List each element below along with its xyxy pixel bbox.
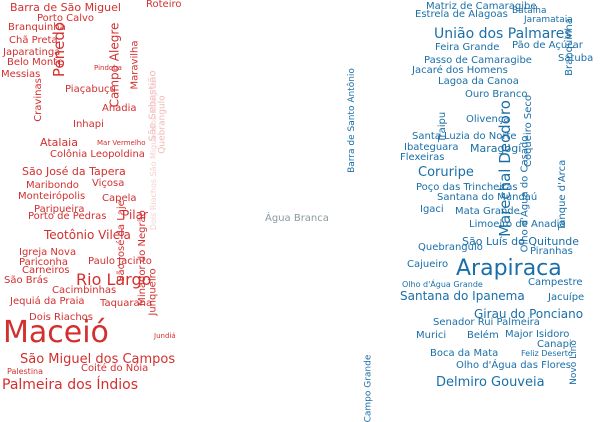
cloud-word: Major Isidoro (505, 329, 570, 340)
cloud-word: Campestre (528, 277, 583, 288)
cloud-word: Messias (1, 69, 41, 80)
cloud-word: Taquarana (100, 298, 153, 309)
cloud-word: Satuba (558, 53, 594, 64)
cloud-word: Olivença (466, 114, 510, 125)
cloud-word: Paulo Jacinto (88, 256, 152, 267)
cloud-word: Maragogi (470, 142, 522, 155)
cloud-word: Pilar (122, 208, 148, 222)
cloud-word: Delmiro Gouveia (436, 375, 545, 390)
cloud-word: Jaramataia (524, 15, 573, 25)
cloud-word: São Brás (4, 275, 49, 286)
cloud-word: Igaci (420, 204, 444, 215)
cloud-word: Rio Largo (76, 270, 152, 289)
cloud-word: Coité do Nóia (81, 363, 149, 374)
cloud-word: Boca da Mata (430, 348, 499, 359)
cloud-word: Dois Riachos (29, 312, 94, 323)
cloud-word: Porto de Pedras (28, 211, 107, 222)
cloud-word: Teotônio Vilela (44, 228, 131, 242)
cloud-word: Santana do Mundaú (437, 192, 538, 203)
cloud-word: Mata Grande (455, 206, 520, 217)
cloud-word: Viçosa (92, 178, 125, 189)
cloud-word: Branquinha (8, 22, 66, 33)
cloud-word: Água Branca (265, 213, 329, 224)
cloud-word: Anadia (102, 103, 137, 114)
cloud-word: Pão de Açúcar (512, 40, 583, 51)
cloud-word: Pindoba (94, 64, 122, 72)
cloud-word: Japaratinga (3, 47, 61, 58)
cloud-word: Canapi (537, 339, 572, 350)
cloud-word: São Miguel dos Campos (20, 352, 176, 367)
cloud-word: Arapiraca (456, 256, 562, 281)
cloud-word: Palmeira dos Índios (2, 377, 139, 393)
cloud-word: Batalha (512, 6, 547, 16)
cloud-word: Paripueira (34, 204, 85, 215)
cloud-word: Palestina (7, 367, 44, 376)
cloud-word: Olho d'Água das Flores (456, 360, 571, 371)
cloud-word: Poço das Trincheiras (416, 182, 518, 193)
cloud-word: Santa Luzia do Norte (412, 131, 517, 142)
cloud-word: São José da Tapera (22, 165, 126, 178)
cloud-word: Roteiro (146, 0, 182, 10)
cloud-word: Maceió (3, 315, 109, 350)
cloud-word: Belém (467, 330, 499, 341)
cloud-word: Quebrangulo (157, 94, 168, 154)
cloud-word: Estrela de Alagoas (415, 9, 508, 20)
cloud-word: Dois Riachos São Miguel dos Milagres (149, 79, 159, 231)
cloud-word: Jequiá da Praia (10, 296, 85, 307)
cloud-word: Carneiros (22, 265, 70, 276)
cloud-word: Senador Rui Palmeira (433, 317, 540, 328)
cloud-word: Olho d'Água Grande (402, 280, 483, 289)
cloud-word: Quebrangulo (418, 242, 483, 253)
cloud-word: Piaçabuçu (65, 84, 116, 95)
cloud-word: Santana do Ipanema (400, 289, 525, 303)
cloud-word: Jacuípe (548, 292, 585, 303)
cloud-word: Cajueiro (407, 259, 449, 270)
cloud-word: Passo de Camaragibe (424, 55, 532, 66)
cloud-word: Girau do Ponciano (474, 307, 584, 321)
cloud-word: Chã Preta (9, 35, 58, 46)
cloud-word: Ibateguara (404, 142, 459, 153)
cloud-word: Matriz de Camaragibe (426, 1, 537, 12)
cloud-word: Campo Grande (362, 354, 373, 422)
cloud-word: São Luís do Quitunde (462, 235, 580, 248)
cloud-word: Cravinas (32, 78, 44, 122)
cloud-word: Coruripe (418, 165, 474, 180)
cloud-word: Flexeiras (400, 152, 445, 163)
cloud-word: Cacimbinhas (52, 285, 117, 296)
cloud-word: Limoeiro de Anadia (469, 219, 566, 230)
cloud-word: Barra de São Miguel (10, 1, 121, 14)
cloud-word: Piranhas (530, 246, 573, 257)
cloud-word: Jundiá (154, 332, 176, 340)
cloud-word: Barra de Santo Antônio (346, 68, 357, 173)
cloud-word: Maravilha (128, 40, 140, 89)
cloud-word: Lagoa da Canoa (438, 76, 519, 87)
cloud-word: Jacaré dos Homens (412, 65, 508, 76)
cloud-word: Igreja Nova (19, 247, 77, 258)
cloud-word: Belo Monte (7, 57, 64, 68)
cloud-word: Feliz Deserto (521, 349, 573, 358)
cloud-word: Inhapi (73, 119, 104, 130)
cloud-word: Murici (416, 330, 447, 341)
cloud-word: União dos Palmares (434, 26, 572, 42)
cloud-word: Porto Calvo (37, 13, 95, 24)
cloud-word: Capela (102, 193, 137, 204)
cloud-word: Novo Lino (568, 340, 579, 385)
cloud-word: Pariconha (19, 257, 69, 268)
cloud-word: Mar Vermelho (97, 139, 146, 147)
cloud-word: Atalaia (40, 136, 78, 149)
cloud-word: Maribondo (26, 180, 79, 191)
cloud-word: Monteirópolis (18, 191, 86, 202)
cloud-word: Colônia Leopoldina (50, 149, 145, 160)
cloud-word: Ouro Branco (465, 89, 528, 100)
cloud-word: Feira Grande (435, 42, 500, 53)
